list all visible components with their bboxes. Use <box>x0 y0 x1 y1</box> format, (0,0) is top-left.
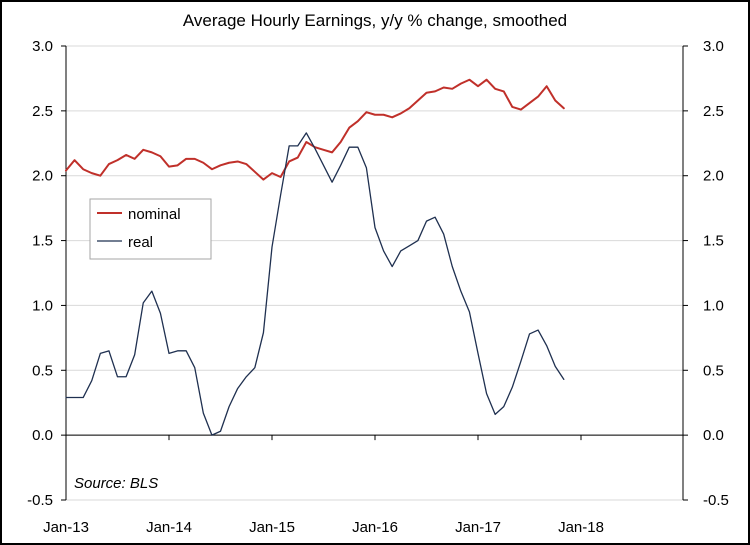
chart-title: Average Hourly Earnings, y/y % change, s… <box>183 11 567 30</box>
x-tick-label: Jan-16 <box>352 519 398 536</box>
left-tick-label: 2.0 <box>32 168 53 185</box>
right-tick-label: 1.0 <box>703 297 724 314</box>
legend: nominal real <box>89 198 212 260</box>
right-tick-label: 3.0 <box>703 38 724 55</box>
x-tick-label: Jan-15 <box>249 519 295 536</box>
right-tick-label: 0.0 <box>703 427 724 444</box>
legend-label-real: real <box>128 234 153 251</box>
legend-label-nominal: nominal <box>128 206 181 223</box>
left-tick-label: 0.5 <box>32 362 53 379</box>
left-tick-label: 1.0 <box>32 297 53 314</box>
x-tick-label: Jan-17 <box>455 519 501 536</box>
x-axis-ticks: Jan-13 Jan-14 Jan-15 Jan-16 Jan-17 Jan-18 <box>43 435 604 536</box>
left-tick-label: 0.0 <box>32 427 53 444</box>
x-tick-label: Jan-13 <box>43 519 89 536</box>
left-tick-label: 3.0 <box>32 38 53 55</box>
right-y-axis-ticks: -0.5 0.0 0.5 1.0 1.5 2.0 2.5 3.0 <box>683 38 729 509</box>
right-tick-label: -0.5 <box>703 492 729 509</box>
right-tick-label: 0.5 <box>703 362 724 379</box>
series-lines <box>65 78 565 436</box>
series-line-real <box>65 132 565 436</box>
left-tick-label: 2.5 <box>32 103 53 120</box>
left-y-axis-ticks: -0.5 0.0 0.5 1.0 1.5 2.0 2.5 3.0 <box>27 38 66 509</box>
source-note: Source: BLS <box>74 475 158 492</box>
x-tick-label: Jan-18 <box>558 519 604 536</box>
right-tick-label: 2.5 <box>703 103 724 120</box>
right-tick-label: 1.5 <box>703 233 724 250</box>
x-tick-label: Jan-14 <box>146 519 192 536</box>
left-tick-label: -0.5 <box>27 492 53 509</box>
series-line-nominal <box>65 78 565 181</box>
legend-box <box>89 198 212 260</box>
right-tick-label: 2.0 <box>703 168 724 185</box>
left-tick-label: 1.5 <box>32 233 53 250</box>
